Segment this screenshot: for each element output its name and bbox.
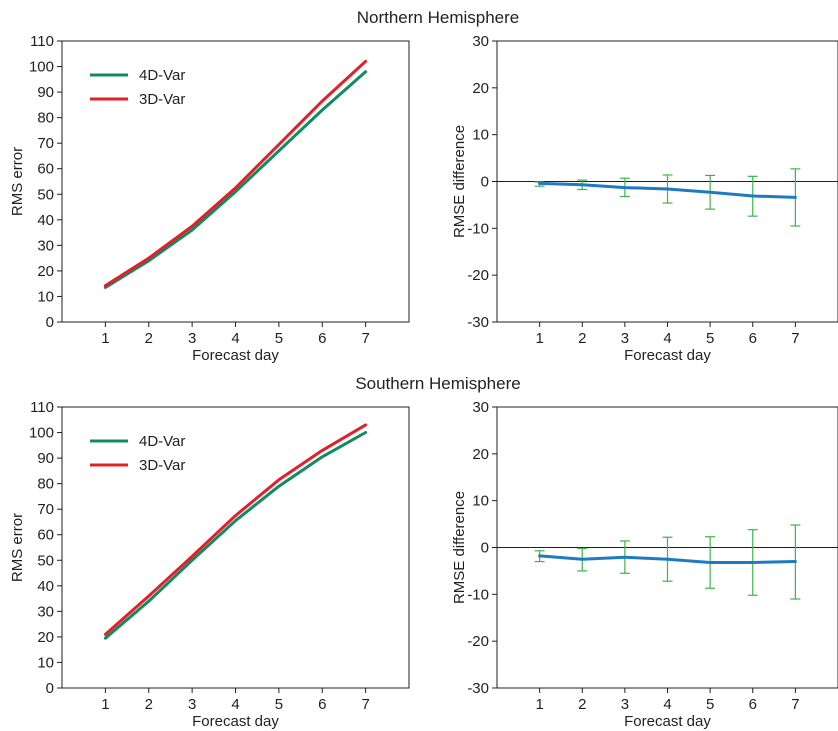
y-tick-label: 20 [472, 80, 489, 97]
y-tick-label: 10 [37, 288, 54, 305]
x-axis-label: Forecast day [192, 713, 279, 730]
series-line-4d-var [103, 431, 368, 640]
nh-rms-chart: 0 10 20 30 40 50 60 70 80 90 100 110 1 2 3 4 5 6 7 Forecast… [9, 33, 410, 364]
y-tick-label: -20 [467, 633, 489, 650]
x-tick-label: 4 [231, 330, 239, 347]
plot-frame [61, 406, 410, 689]
x-tick-label: 2 [578, 330, 586, 347]
series-line-rmse-difference [538, 181, 797, 199]
southern-hemisphere-title: Southern Hemisphere [355, 374, 520, 393]
x-tick-label: 5 [706, 696, 714, 713]
y-tick-label: 110 [30, 33, 54, 50]
northern-hemisphere-title: Northern Hemisphere [357, 8, 520, 27]
x-tick-label: 7 [791, 330, 799, 347]
series-line-3d-var [103, 423, 368, 636]
y-tick-label: 10 [472, 127, 489, 144]
y-tick-label: 40 [37, 212, 54, 229]
y-tick-label: 60 [37, 527, 54, 544]
x-tick-label: 3 [621, 330, 629, 347]
sh-rms-chart: 0 10 20 30 40 50 60 70 80 90 100 110 1 2 3 4 5 6 7 Forecast… [9, 399, 410, 730]
y-tick-label: -30 [467, 314, 489, 331]
x-tick-label: 4 [231, 696, 239, 713]
y-axis-label: RMS error [9, 147, 26, 216]
x-tick-label: 1 [101, 696, 109, 713]
sh-rmse-difference-chart: -30 -20 -10 0 10 20 30 1 2 3 4 5 6 7 Forecast day RMSE … [451, 399, 838, 730]
x-tick-label: 4 [663, 696, 671, 713]
x-tick-label: 5 [706, 330, 714, 347]
y-tick-label: 20 [37, 629, 54, 646]
x-axis-label: Forecast day [624, 713, 711, 730]
x-tick-label: 4 [663, 330, 671, 347]
y-axis-label: RMSE difference [451, 125, 468, 238]
y-tick-label: 70 [37, 501, 54, 518]
y-tick-label: 30 [37, 603, 54, 620]
series-line-4d-var [103, 70, 368, 289]
y-tick-label: -10 [467, 586, 489, 603]
y-tick-label: 50 [37, 186, 54, 203]
x-tick-label: 3 [621, 696, 629, 713]
x-tick-label: 6 [749, 330, 757, 347]
x-tick-label: 6 [318, 696, 326, 713]
y-tick-label: -30 [467, 680, 489, 697]
x-axis-label: Forecast day [624, 347, 711, 364]
legend-label: 4D-Var [139, 67, 185, 84]
legend-label: 4D-Var [139, 433, 185, 450]
y-tick-label: 80 [37, 476, 54, 493]
y-axis-label: RMS error [9, 513, 26, 582]
legend-entry: 4D-Var [90, 67, 185, 84]
x-tick-label: 1 [535, 330, 543, 347]
x-tick-label: 2 [145, 330, 153, 347]
x-tick-label: 7 [791, 696, 799, 713]
y-tick-label: -10 [467, 220, 489, 237]
x-tick-label: 7 [361, 696, 369, 713]
x-axis-label: Forecast day [192, 347, 279, 364]
x-tick-label: 5 [275, 330, 283, 347]
x-tick-label: 1 [535, 696, 543, 713]
y-tick-label: 0 [481, 540, 489, 557]
legend-entry: 3D-Var [90, 457, 185, 474]
y-tick-label: 60 [37, 161, 54, 178]
y-tick-label: 70 [37, 135, 54, 152]
y-tick-label: 100 [29, 59, 54, 76]
y-tick-label: 0 [46, 680, 54, 697]
y-tick-label: 110 [30, 399, 54, 416]
x-tick-label: 3 [188, 330, 196, 347]
x-tick-label: 2 [578, 696, 586, 713]
y-axis-label: RMSE difference [451, 491, 468, 604]
y-tick-label: 30 [472, 399, 489, 416]
legend-entry: 3D-Var [90, 91, 185, 108]
y-tick-label: 10 [37, 654, 54, 671]
x-tick-label: 7 [361, 330, 369, 347]
series-line-3d-var [103, 59, 368, 288]
y-tick-label: 20 [472, 446, 489, 463]
nh-rmse-difference-chart: -30 -20 -10 0 10 20 30 1 2 3 4 5 6 7 Forecast day RMSE … [451, 33, 838, 364]
y-tick-label: 30 [37, 237, 54, 254]
y-tick-label: 40 [37, 578, 54, 595]
y-tick-label: 50 [37, 552, 54, 569]
series-line-rmse-difference [538, 554, 797, 564]
legend-label: 3D-Var [139, 457, 185, 474]
y-tick-label: 100 [29, 425, 54, 442]
y-tick-label: 30 [472, 33, 489, 50]
legend-label: 3D-Var [139, 91, 185, 108]
x-tick-label: 1 [101, 330, 109, 347]
x-tick-label: 5 [275, 696, 283, 713]
y-tick-label: 0 [481, 174, 489, 191]
y-tick-label: 90 [37, 84, 54, 101]
y-tick-label: 80 [37, 110, 54, 127]
y-tick-label: 20 [37, 263, 54, 280]
y-tick-label: 10 [472, 493, 489, 510]
y-tick-label: 0 [46, 314, 54, 331]
legend-entry: 4D-Var [90, 433, 185, 450]
x-tick-label: 6 [318, 330, 326, 347]
y-tick-label: -20 [467, 267, 489, 284]
x-tick-label: 3 [188, 696, 196, 713]
y-tick-label: 90 [37, 450, 54, 467]
x-tick-label: 6 [749, 696, 757, 713]
x-tick-label: 2 [145, 696, 153, 713]
